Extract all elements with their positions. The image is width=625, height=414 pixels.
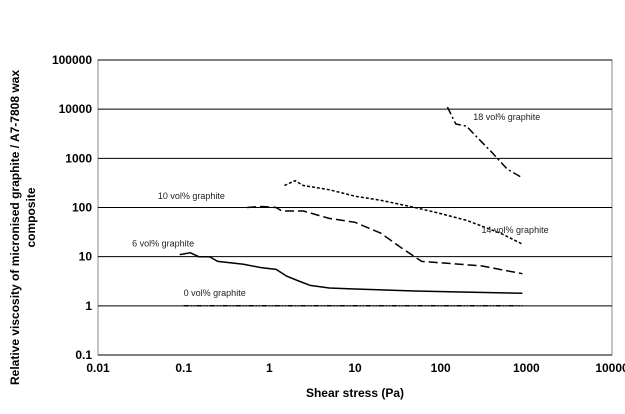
series-line-3	[284, 179, 523, 245]
gridlines	[98, 59, 612, 356]
y-tick-label: 100	[72, 201, 92, 215]
x-tick-label: 1	[266, 361, 273, 375]
y-tick-label: 1000	[65, 151, 92, 165]
y-tick-label: 10	[79, 250, 93, 264]
y-tick-label: 10000	[59, 102, 93, 116]
series-lines	[179, 106, 523, 307]
x-tick-label: 0.01	[86, 361, 110, 375]
x-tick-label: 100	[431, 361, 451, 375]
x-tick-label: 1000	[513, 361, 540, 375]
y-axis-title-line1: Relative viscosity of micronised graphit…	[8, 70, 22, 385]
x-tick-label: 0.1	[175, 361, 192, 375]
x-tick-labels: 0.01 0.1 1 10 100 1000 10000	[86, 361, 625, 375]
x-tick-label: 10	[348, 361, 362, 375]
series-label-2: 10 vol% graphite	[158, 191, 225, 201]
x-axis-title: Shear stress (Pa)	[306, 386, 404, 400]
series-line-2	[247, 205, 523, 275]
series-line-4	[446, 106, 523, 179]
y-tick-label: 1	[85, 299, 92, 313]
series-label-0: 0 vol% graphite	[184, 288, 246, 298]
x-tick-label: 10000	[595, 361, 625, 375]
series-label-3: 14 vol% graphite	[482, 225, 549, 235]
y-tick-label: 0.1	[75, 348, 92, 362]
series-label-4: 18 vol% graphite	[473, 112, 540, 122]
series-line-1	[179, 252, 523, 295]
series-label-1: 6 vol% graphite	[132, 239, 194, 249]
y-axis-title-line2: composite	[24, 187, 38, 247]
y-tick-labels: 0.1 1 10 100 1000 10000 100000	[52, 53, 92, 362]
y-tick-label: 100000	[52, 53, 92, 67]
series-labels: 0 vol% graphite 6 vol% graphite 10 vol% gr…	[132, 112, 548, 298]
